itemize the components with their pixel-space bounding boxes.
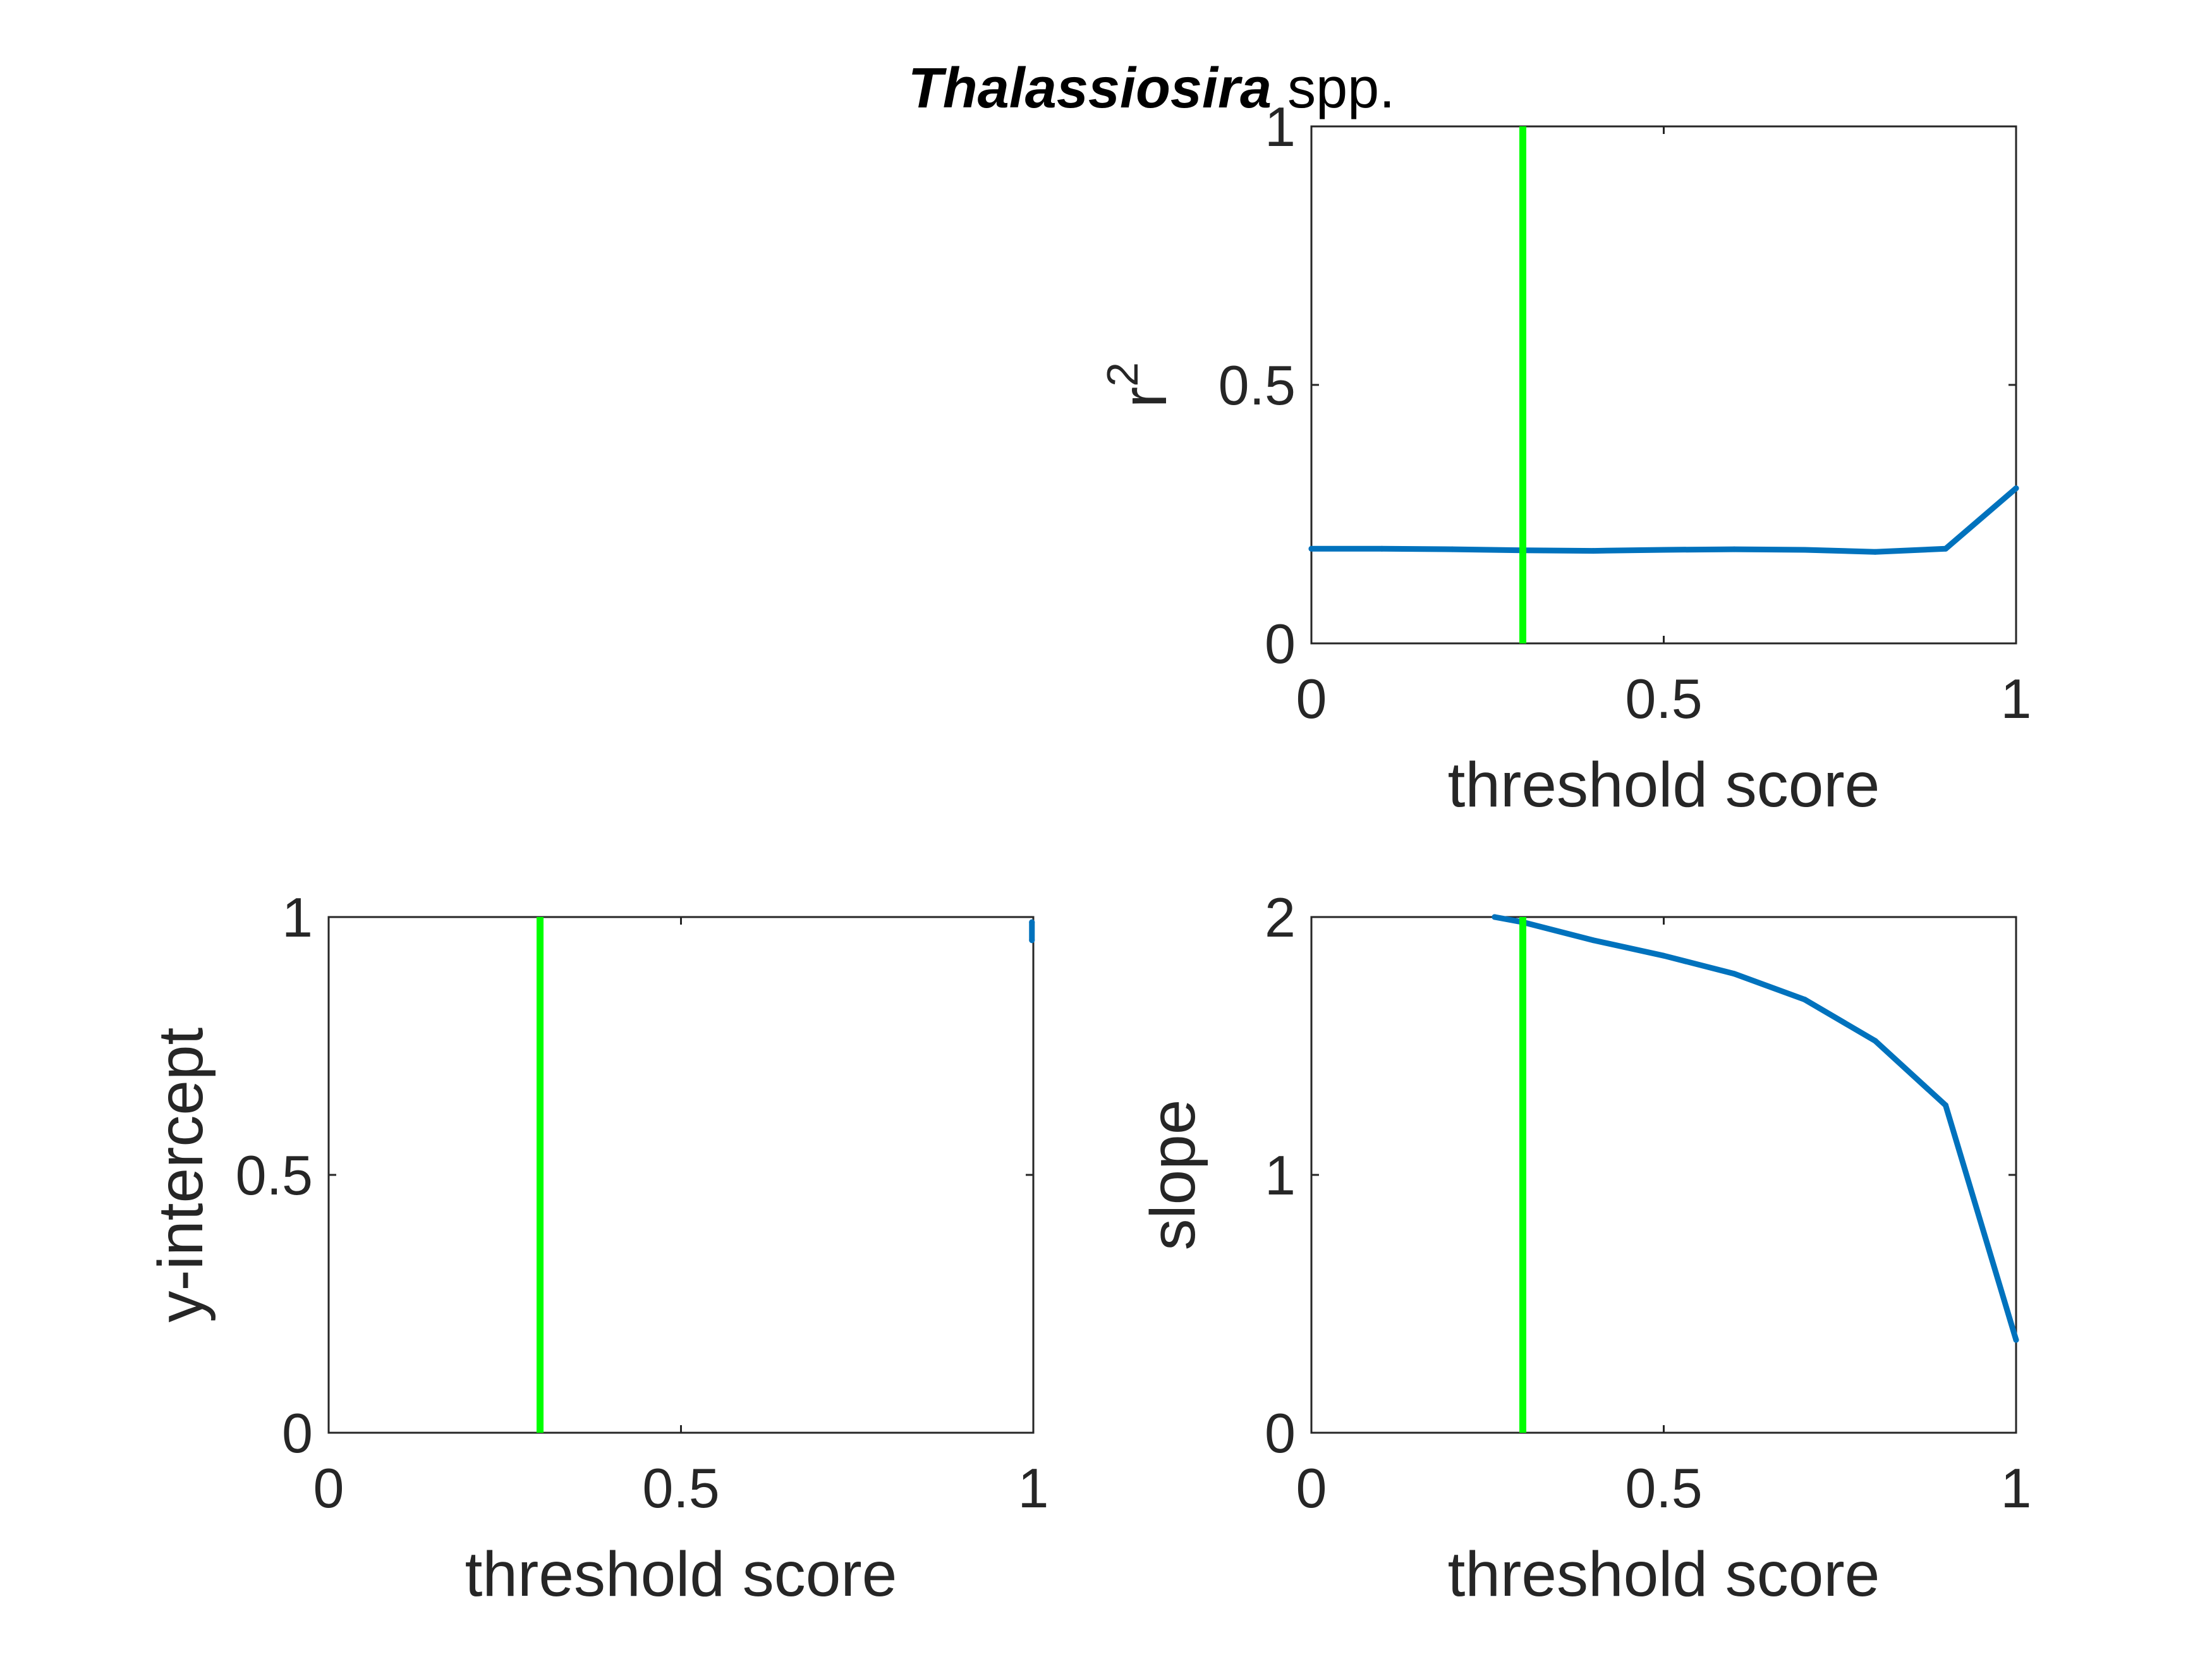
data-point [1661,952,1667,959]
y-tick-label: 0 [1265,612,1296,675]
x-tick-label: 0 [313,1457,344,1519]
y-tick-label: 2 [1265,886,1296,949]
figure-title: Thalassiosira spp. [908,57,1395,120]
y-tick-label: 1 [282,886,313,949]
data-point [2013,1337,2019,1343]
y-axis-label-text: r [1109,387,1180,408]
y-axis-label-text: y-intercept [145,1027,216,1322]
data-point [1449,546,1455,552]
y-axis-label-superscript: 2 [1098,362,1147,387]
x-tick-label: 1 [2001,667,2032,730]
figure-title-genus: Thalassiosira [908,57,1272,120]
data-point [1943,545,1948,552]
y-axis-label: slope [1138,1099,1208,1250]
x-tick-label: 0 [1296,1457,1327,1519]
series-line [1308,485,2019,555]
x-axis-label: threshold score [465,1539,897,1610]
x-tick-label: 0 [1296,667,1327,730]
x-axis-label: threshold score [1448,750,1880,820]
data-point [1872,549,1878,555]
data-point [1802,997,1808,1003]
y-tick-label: 0.5 [1218,354,1296,416]
y-tick-label: 0 [1265,1402,1296,1464]
data-point [1731,971,1737,977]
axes-box [327,916,1035,1434]
figure-title-suffix: spp. [1272,57,1395,120]
data-point [1731,546,1737,552]
data-point [1802,547,1808,553]
series-line [1492,914,2019,1343]
data-point [1492,914,1498,920]
y-axis-label-text: slope [1138,1099,1208,1250]
data-point [2013,485,2019,492]
y-tick-label: 1 [1265,1144,1296,1206]
x-tick-label: 1 [1018,1457,1049,1519]
x-tick-label: 1 [2001,1457,2032,1519]
data-point [1379,545,1385,552]
data-point [1872,1038,1878,1044]
axes-box [1310,916,2017,1434]
x-axis-label: threshold score [1448,1539,1880,1610]
slope-panel: 0 0.5 1 0 1 2 threshold score slope [1138,886,2031,1610]
y-tick-label: 0.5 [236,1144,313,1206]
data-point [1590,548,1596,554]
y-tick-label: 1 [1265,95,1296,158]
data-point [1661,547,1667,553]
y-axis-label: r2 [1098,362,1180,408]
r2-panel: 0 0.5 1 0 0.5 1 threshold score r2 [1098,95,2031,820]
axes-box [1310,125,2017,645]
data-point [1590,937,1596,944]
data-point [1308,545,1315,552]
data-point [1029,937,1035,944]
data-point [1943,1102,1948,1109]
x-tick-label: 0.5 [1625,667,1702,730]
y-tick-label: 0 [282,1402,313,1464]
x-tick-label: 0.5 [642,1457,719,1519]
data-point [1029,919,1035,925]
y-axis-label: y-intercept [145,1027,216,1322]
y-intercept-panel: 0 0.5 1 0 0.5 1 threshold score y-intercept [145,886,1048,1610]
x-tick-label: 0.5 [1625,1457,1702,1519]
